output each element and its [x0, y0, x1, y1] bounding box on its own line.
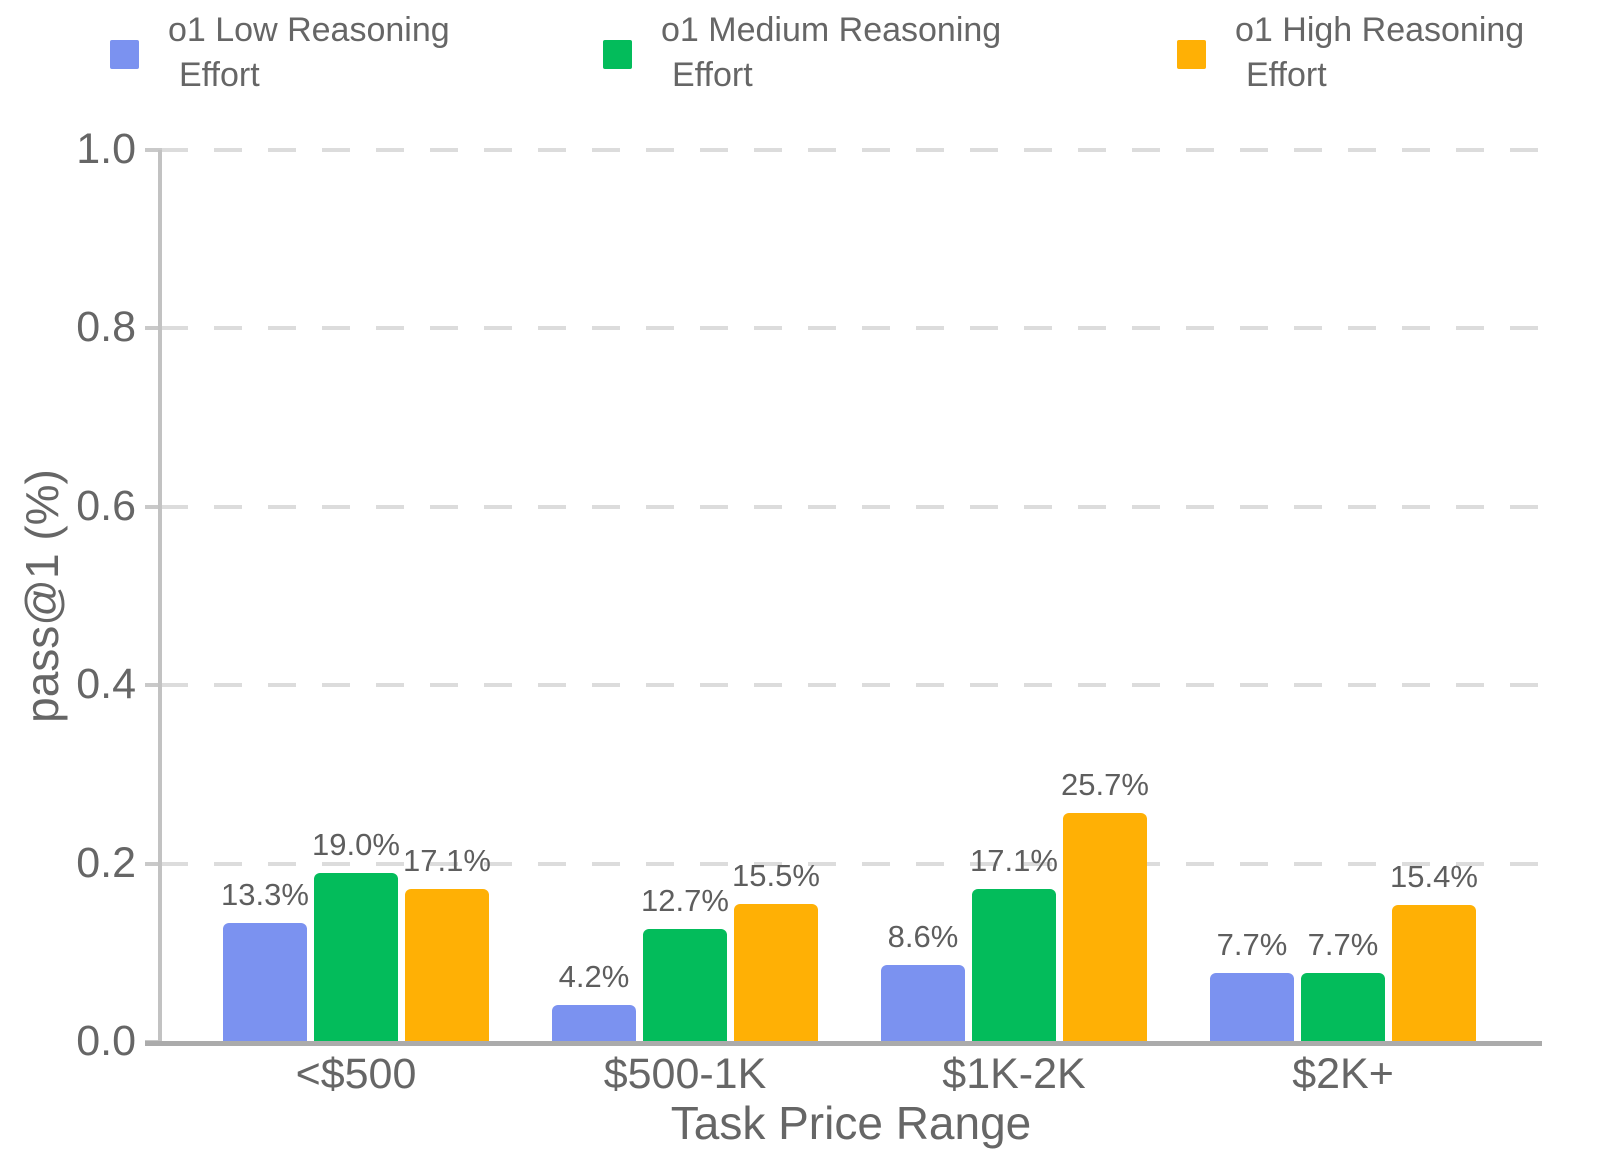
y-axis-line — [158, 150, 162, 1046]
gridline — [160, 148, 1542, 152]
bar — [1063, 812, 1147, 1042]
bar-value-label: 17.1% — [403, 843, 491, 879]
y-tick-label: 1.0 — [76, 125, 136, 173]
gridline — [160, 683, 1542, 688]
y-tick-label: 0.0 — [76, 1017, 136, 1065]
bar — [1392, 904, 1476, 1042]
legend-swatch — [110, 40, 139, 69]
x-tick-label: $1K-2K — [942, 1050, 1086, 1098]
bar-value-label: 13.3% — [221, 877, 309, 913]
bar-value-label: 15.4% — [1390, 858, 1478, 894]
bar — [314, 872, 398, 1042]
y-tick-mark — [145, 683, 162, 688]
bar-value-label: 15.5% — [732, 857, 820, 893]
legend-swatch — [1177, 40, 1206, 69]
bar — [734, 903, 818, 1042]
bar — [643, 928, 727, 1042]
y-tick-label: 0.8 — [76, 303, 136, 352]
bar-value-label: 12.7% — [641, 882, 729, 918]
bar — [223, 923, 307, 1042]
x-tick-label: $500-1K — [603, 1050, 767, 1098]
y-tick-mark — [145, 861, 162, 866]
bar-value-label: 17.1% — [970, 843, 1058, 879]
x-tick-label: $2K+ — [1292, 1050, 1394, 1098]
gridline — [160, 504, 1542, 509]
bar-value-label: 8.6% — [887, 919, 959, 955]
bar-value-label: 25.7% — [1061, 766, 1149, 802]
y-axis-title: pass@1 (%) — [16, 469, 68, 723]
y-tick-mark — [145, 326, 162, 331]
gridline — [160, 861, 1542, 866]
bar-value-label: 7.7% — [1216, 927, 1288, 963]
x-axis-line — [145, 1041, 1542, 1046]
bar-value-label: 19.0% — [312, 826, 400, 862]
bar — [1210, 973, 1294, 1042]
bar-value-label: 4.2% — [558, 958, 630, 994]
bar — [552, 1004, 636, 1042]
y-tick-label: 0.2 — [76, 838, 136, 887]
legend-item-label: o1 Medium Reasoning Effort — [661, 11, 1002, 94]
legend-item-label: o1 Low Reasoning Effort — [168, 11, 450, 94]
bar — [405, 889, 489, 1042]
bar — [972, 889, 1056, 1042]
bar — [1301, 973, 1385, 1042]
y-tick-mark — [145, 504, 162, 509]
x-tick-label: <$500 — [295, 1050, 417, 1098]
legend-swatch — [603, 40, 632, 69]
legend-item-label: o1 High Reasoning Effort — [1235, 11, 1525, 94]
y-tick-label: 0.4 — [76, 660, 136, 709]
gridline — [160, 326, 1542, 331]
y-tick-mark — [145, 148, 162, 152]
bar-value-label: 7.7% — [1307, 927, 1379, 963]
x-axis-title: Task Price Range — [670, 1097, 1032, 1149]
y-tick-label: 0.6 — [76, 481, 136, 530]
bar — [881, 965, 965, 1042]
